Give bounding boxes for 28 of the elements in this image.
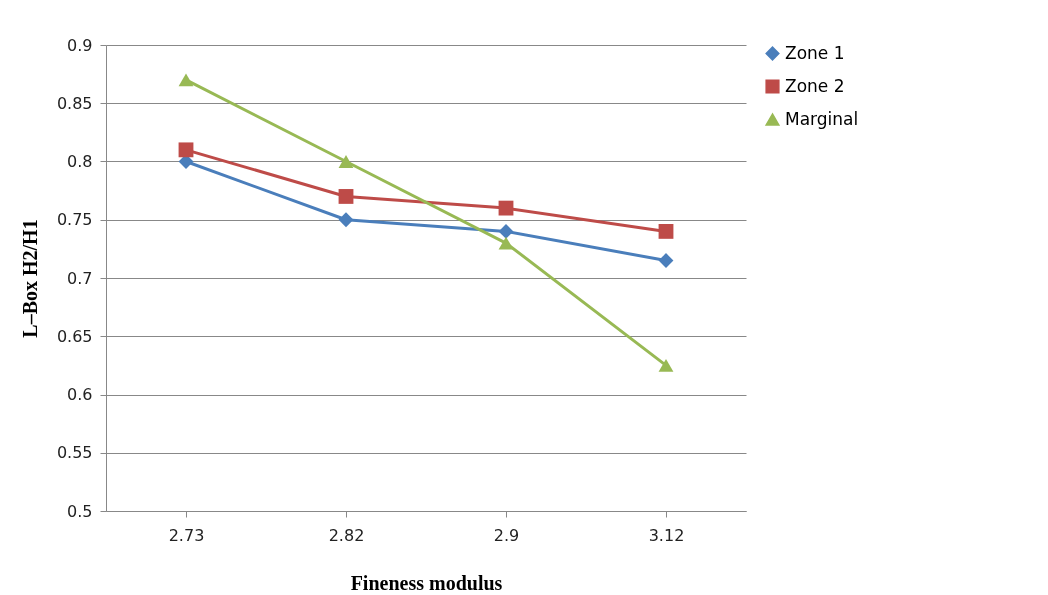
y-axis-title: L–Box H2/H1 bbox=[18, 219, 41, 338]
y-tick-label: 0.65 bbox=[56, 326, 93, 346]
point bbox=[338, 212, 354, 228]
legend-label: Marginal bbox=[785, 108, 859, 129]
x-tick-label: 3.12 bbox=[648, 525, 685, 545]
y-tick-label: 0.5 bbox=[67, 501, 93, 521]
point bbox=[338, 155, 354, 168]
point bbox=[498, 200, 514, 216]
y-tick-label: 0.9 bbox=[67, 35, 93, 55]
point bbox=[498, 236, 514, 250]
x-tick-label: 2.9 bbox=[493, 525, 520, 545]
legend-label: Zone 2 bbox=[785, 75, 845, 96]
y-tick-label: 0.8 bbox=[67, 152, 93, 171]
point bbox=[658, 223, 674, 239]
legend-label: Zone 1 bbox=[785, 42, 845, 63]
y-tick-label: 0.75 bbox=[56, 210, 93, 230]
x-tick-label: 2.82 bbox=[328, 525, 365, 545]
y-tick-label: 0.7 bbox=[67, 268, 93, 288]
point bbox=[338, 189, 354, 204]
point bbox=[178, 142, 194, 158]
point bbox=[498, 223, 514, 239]
y-tick-label: 0.55 bbox=[56, 443, 93, 463]
y-tick-label: 0.6 bbox=[67, 385, 93, 404]
point bbox=[658, 358, 674, 372]
y-tick-label: 0.85 bbox=[56, 93, 93, 113]
x-axis-title: Fineness modulus bbox=[350, 571, 503, 594]
point bbox=[178, 73, 194, 87]
x-tick-label: 2.73 bbox=[168, 525, 205, 545]
